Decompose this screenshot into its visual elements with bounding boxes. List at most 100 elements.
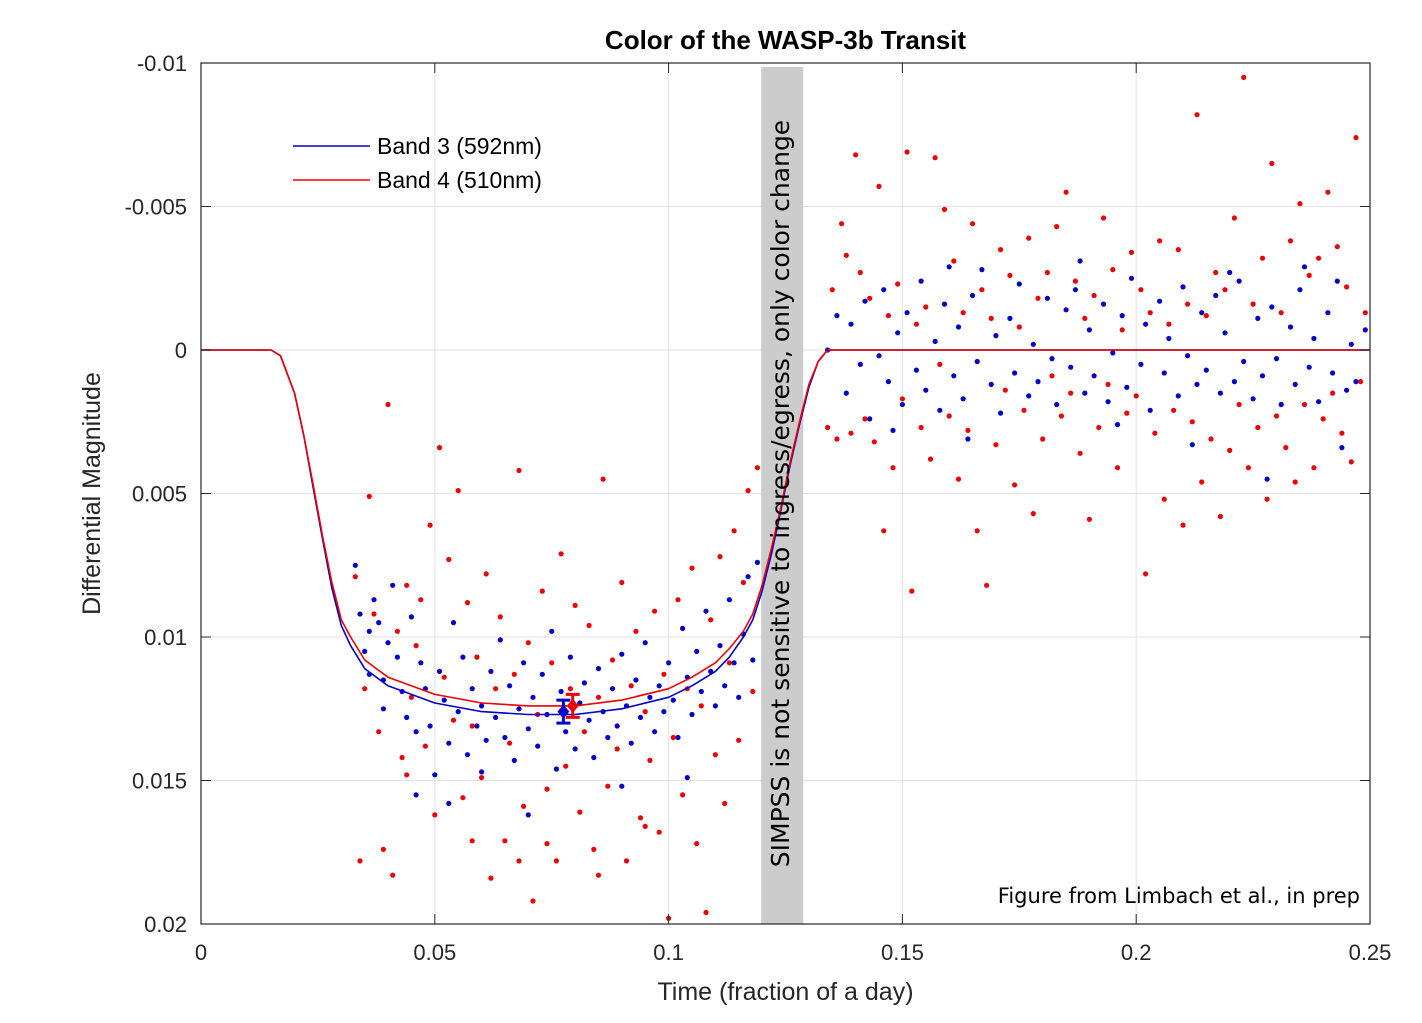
band3-point (1353, 379, 1359, 385)
band4-point (843, 252, 849, 258)
band4-point (427, 522, 433, 528)
band3-point (376, 620, 382, 626)
band4-point (404, 772, 410, 778)
band3-point (1063, 307, 1069, 313)
band3-point (694, 648, 700, 655)
band4-point (932, 155, 938, 161)
band3-point (432, 772, 438, 778)
legend-label-band3: Band 3 (592nm) (377, 133, 542, 159)
band4-point (642, 823, 648, 830)
band4-point (1208, 436, 1214, 442)
band3-point (1325, 310, 1331, 316)
y-tick-label: 0.005 (132, 482, 187, 507)
band4-point (1311, 465, 1317, 471)
band3-point (637, 714, 644, 721)
band4-point (885, 313, 892, 319)
band4-point (469, 838, 475, 844)
band3-point (974, 358, 980, 365)
band3-point (656, 683, 662, 689)
band4-point (1185, 301, 1191, 307)
band3-point (1110, 350, 1116, 356)
band3-point (1012, 370, 1018, 376)
x-tick-label: 0.2 (1121, 940, 1152, 965)
chart-title: Color of the WASP-3b Transit (605, 25, 966, 55)
band4-point (619, 579, 625, 586)
band3-point (652, 729, 658, 735)
band4-point (544, 786, 550, 792)
band3-point (848, 321, 854, 327)
band4-point (633, 628, 639, 634)
band4-point (1362, 310, 1368, 316)
band4-point (497, 614, 503, 620)
band4-point (1002, 387, 1008, 393)
band4-point (1091, 292, 1097, 299)
band3-point (937, 407, 943, 413)
band4-point (984, 582, 990, 588)
band4-point (1082, 315, 1088, 321)
band4-point (1007, 272, 1013, 278)
band3-point (436, 668, 443, 675)
band4-point (404, 582, 410, 588)
band3-point (1007, 315, 1013, 321)
band3-point (1362, 327, 1368, 333)
band3-point (1185, 353, 1191, 359)
band3-point (614, 723, 620, 729)
band4-point (609, 657, 616, 663)
band4-point (1096, 424, 1102, 431)
band3-point (1138, 361, 1144, 367)
band4-point (974, 528, 980, 534)
band4-point (595, 694, 602, 700)
band3-point (1287, 324, 1294, 330)
axis-ticks: 0 0.05 0.1 0.15 0.2 0.25 -0.01 -0.005 0 0.005 0.01… (125, 51, 1392, 965)
band4-point (436, 445, 443, 451)
band4-point (871, 439, 877, 445)
band3-point (1316, 399, 1322, 405)
band4-point (904, 149, 910, 155)
band4-point (955, 476, 962, 482)
band4-point (390, 872, 396, 878)
band3-point (525, 726, 531, 732)
band4-point (399, 754, 405, 761)
band4-point (1301, 401, 1308, 408)
band4-point (717, 554, 723, 560)
band4-point (628, 683, 634, 689)
band3-point (689, 711, 695, 718)
band3-point (385, 640, 391, 646)
band3-point (1227, 269, 1233, 276)
band4-point (1231, 215, 1237, 221)
band3-point (1100, 301, 1107, 307)
band4-point (1100, 215, 1107, 221)
band4-point (740, 579, 747, 586)
band3-point (511, 757, 517, 764)
band3-point (633, 677, 639, 683)
band3-point (441, 697, 447, 703)
band3-point (941, 301, 948, 307)
band4-point (1077, 450, 1083, 456)
band4-point (1273, 413, 1280, 419)
band3-point (1175, 393, 1181, 399)
band4-point (1297, 201, 1303, 207)
band3-point (1016, 281, 1022, 287)
band-annotation-text: SIMPSS is not sensitive to ingress/egres… (766, 120, 795, 867)
band3-point (479, 769, 485, 775)
band3-point (642, 640, 648, 646)
band4-point (1316, 255, 1322, 261)
band4-point (1194, 112, 1200, 118)
band3-point (1330, 370, 1336, 376)
band4-point (857, 269, 863, 276)
band4-point (1264, 496, 1270, 502)
band3-point (890, 427, 896, 433)
band3-point (567, 654, 574, 660)
band3-point (628, 740, 634, 746)
y-tick-label: 0.01 (144, 625, 187, 650)
band3-point (446, 740, 452, 746)
x-tick-label: 0.25 (1349, 940, 1392, 965)
band4-point (708, 617, 714, 623)
band4-point (516, 467, 522, 474)
band4-point (572, 602, 578, 609)
band4-point (1250, 301, 1256, 307)
y-tick-label: -0.005 (125, 195, 187, 220)
band4-point (1157, 238, 1163, 244)
band3-point (390, 582, 396, 588)
band3-point (1026, 393, 1032, 399)
